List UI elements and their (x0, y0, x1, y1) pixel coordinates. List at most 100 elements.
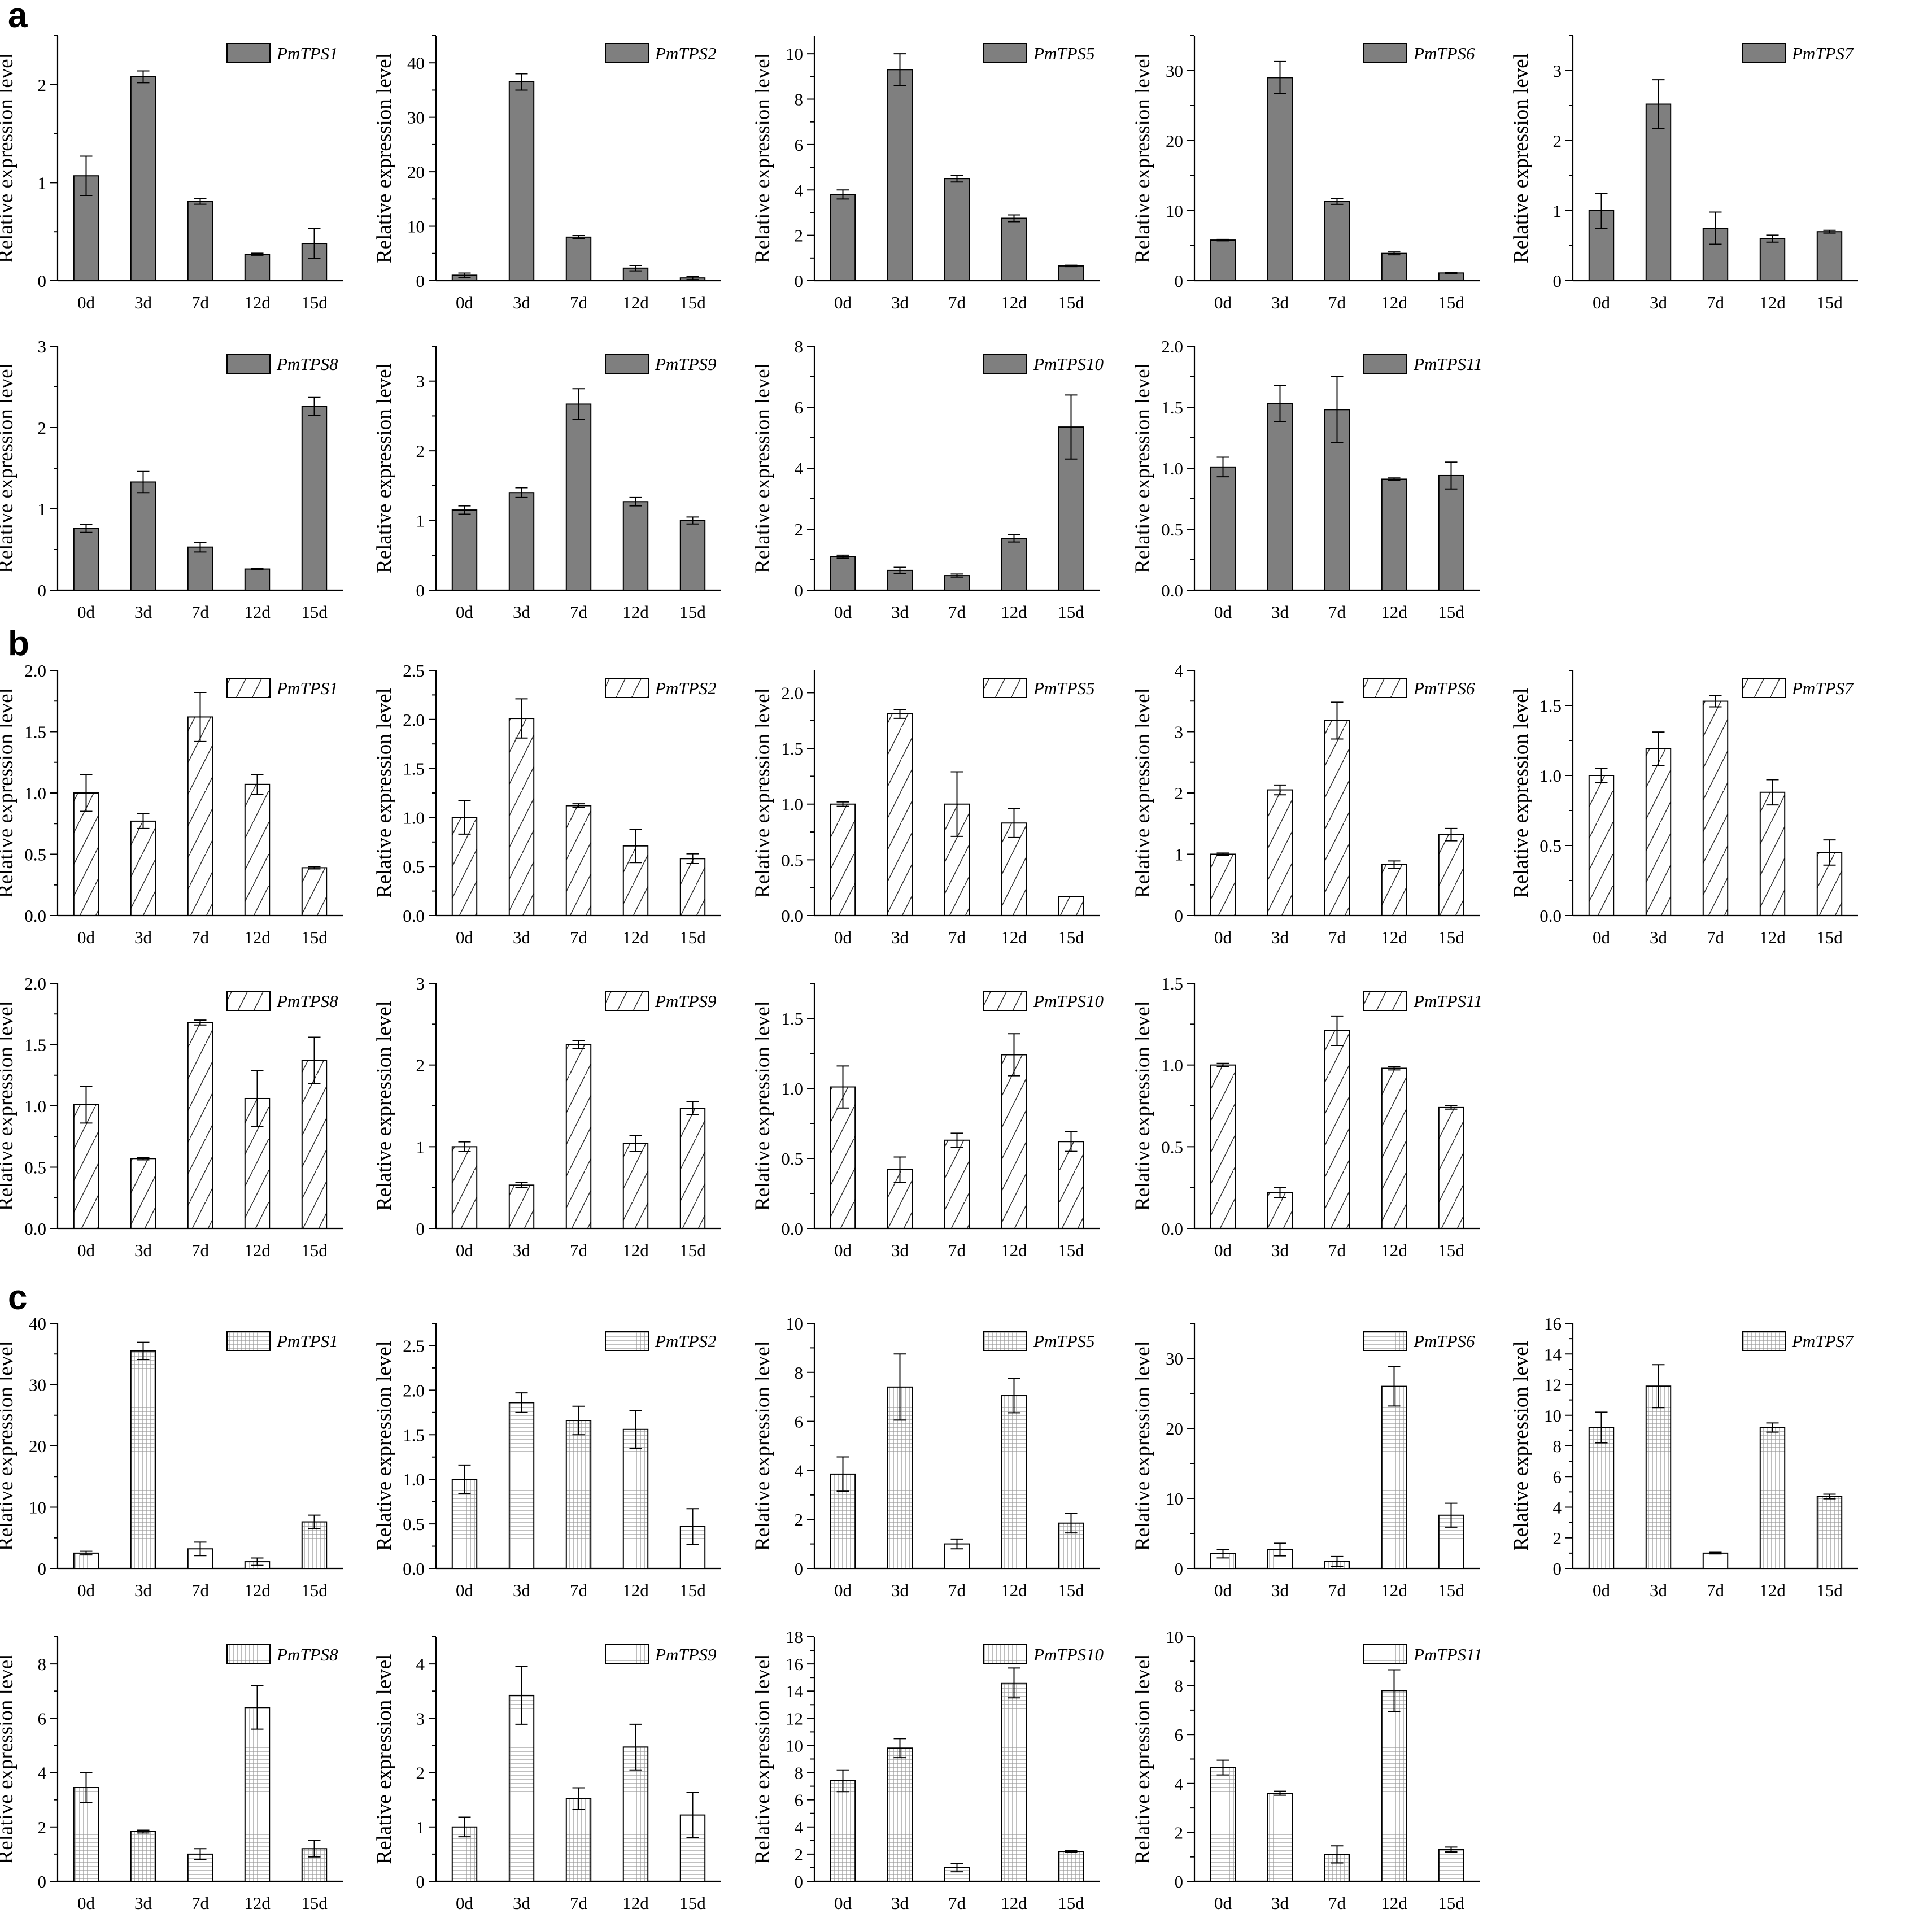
x-tick-label: 12d (1001, 602, 1027, 622)
bar-15d (1058, 1141, 1084, 1229)
bar-7d (1324, 201, 1350, 281)
bar-15d (1816, 231, 1843, 282)
legend-label: PmTPS8 (276, 991, 338, 1011)
y-tick-label: 0 (416, 581, 425, 600)
x-tick-label: 0d (456, 602, 474, 622)
legend-swatch (983, 1331, 1027, 1351)
y-tick-label: 1.5 (24, 722, 46, 742)
y-tick-label: 10 (786, 1314, 803, 1333)
error-bar-7d (1331, 1555, 1344, 1567)
y-axis-label: Relative expression level (373, 1654, 396, 1864)
x-tick-label: 7d (191, 1240, 210, 1260)
y-tick-label: 1.5 (403, 759, 425, 779)
bar-7d (1324, 1030, 1350, 1229)
x-tick-label: 3d (134, 1240, 152, 1260)
y-tick-label: 2.0 (403, 710, 425, 730)
y-tick-label: 0.0 (781, 1219, 803, 1239)
bar-15d (1816, 1496, 1843, 1569)
x-tick-label: 0d (834, 927, 852, 947)
bar-3d (1267, 77, 1293, 281)
error-bar-7d (950, 1132, 963, 1148)
legend-label: PmTPS11 (1413, 1645, 1482, 1664)
bar-3d (130, 481, 156, 591)
error-bar-7d (1709, 211, 1722, 245)
x-tick-label: 12d (1001, 1893, 1027, 1913)
error-bar-15d (308, 1840, 321, 1858)
y-tick-label: 1 (1175, 845, 1184, 865)
error-bar-15d (1065, 264, 1078, 268)
error-bar-3d (893, 709, 906, 719)
bar-12d (1001, 217, 1027, 282)
x-tick-label: 3d (891, 293, 909, 312)
x-tick-label: 15d (679, 1580, 706, 1600)
y-tick-label: 3 (416, 1709, 425, 1728)
y-axis-label: Relative expression level (0, 688, 18, 898)
x-tick-label: 12d (244, 293, 271, 312)
x-tick-label: 7d (191, 293, 210, 312)
y-tick-label: 4 (416, 1654, 425, 1674)
x-tick-label: 7d (948, 927, 966, 947)
error-bar-7d (194, 1541, 207, 1557)
x-tick-label: 0d (77, 1893, 95, 1913)
error-bar-0d (836, 189, 849, 200)
y-tick-label: 8 (1175, 1676, 1184, 1696)
error-bar-7d (194, 1848, 207, 1860)
y-tick-label: 1.0 (24, 1096, 46, 1116)
error-bar-3d (1274, 385, 1286, 422)
legend-label: PmTPS1 (276, 1331, 338, 1351)
bar-12d (1759, 1427, 1786, 1569)
chart-b-pmtps6: 0 1 2 3 4 Relative expression level 0d 3d 7d 12d 1… (1131, 661, 1480, 947)
chart-c-pmtps5: 0 2 4 6 8 10 Relative expression level 0d 3d 7d 12… (751, 1314, 1100, 1600)
bar-0d (1210, 466, 1236, 591)
error-bar-12d (629, 1410, 642, 1449)
error-bar-0d (458, 505, 471, 515)
y-tick-label: 4 (795, 459, 804, 478)
error-bar-7d (194, 198, 207, 205)
chart-c-pmtps7: 0 2 4 6 8 10 12 14 16 Relative expression level 0d… (1510, 1314, 1858, 1600)
x-tick-label: 12d (244, 1240, 271, 1260)
legend-label: PmTPS8 (276, 1645, 338, 1664)
error-bar-0d (80, 1550, 93, 1556)
x-tick-label: 0d (1214, 1580, 1232, 1600)
legend-label: PmTPS9 (655, 991, 717, 1011)
x-tick-label: 12d (1381, 1580, 1407, 1600)
legend-label: PmTPS6 (1413, 1331, 1475, 1351)
error-bar-7d (1331, 198, 1344, 205)
x-tick-label: 0d (456, 1580, 474, 1600)
y-tick-label: 4 (795, 1461, 804, 1480)
bar-7d (1702, 1552, 1729, 1569)
bar-15d (1438, 1106, 1464, 1229)
error-bar-12d (629, 1723, 642, 1771)
y-tick-label: 10 (786, 44, 803, 64)
legend-label: PmTPS9 (655, 1645, 717, 1664)
y-tick-label: 2 (416, 1056, 425, 1075)
y-tick-label: 3 (38, 337, 47, 356)
y-tick-label: 0 (1175, 1872, 1184, 1892)
bar-0d (830, 803, 856, 917)
bar-0d (830, 1780, 856, 1882)
legend-label: PmTPS1 (276, 678, 338, 698)
y-tick-label: 1.5 (1161, 974, 1183, 993)
bar-7d (565, 1420, 592, 1569)
bar-7d (565, 236, 592, 282)
error-bar-15d (308, 1036, 321, 1084)
error-bar-0d (80, 1086, 93, 1124)
y-tick-label: 2.0 (24, 974, 46, 993)
y-tick-label: 3 (1175, 722, 1184, 742)
legend-swatch (1742, 1331, 1786, 1351)
error-bar-12d (1008, 214, 1020, 223)
y-tick-label: 0 (38, 271, 47, 291)
bar-3d (130, 820, 156, 917)
x-tick-label: 12d (244, 1893, 271, 1913)
error-bar-0d (458, 800, 471, 835)
error-bar-7d (950, 1863, 963, 1873)
legend-swatch (1363, 678, 1407, 698)
x-tick-label: 0d (456, 1240, 474, 1260)
bar-12d (244, 568, 271, 591)
error-bar-15d (1445, 461, 1458, 490)
error-bar-3d (893, 566, 906, 574)
error-bar-0d (80, 1772, 93, 1803)
y-tick-label: 1.0 (781, 795, 803, 814)
bar-3d (130, 1158, 156, 1230)
legend-swatch (226, 991, 271, 1011)
